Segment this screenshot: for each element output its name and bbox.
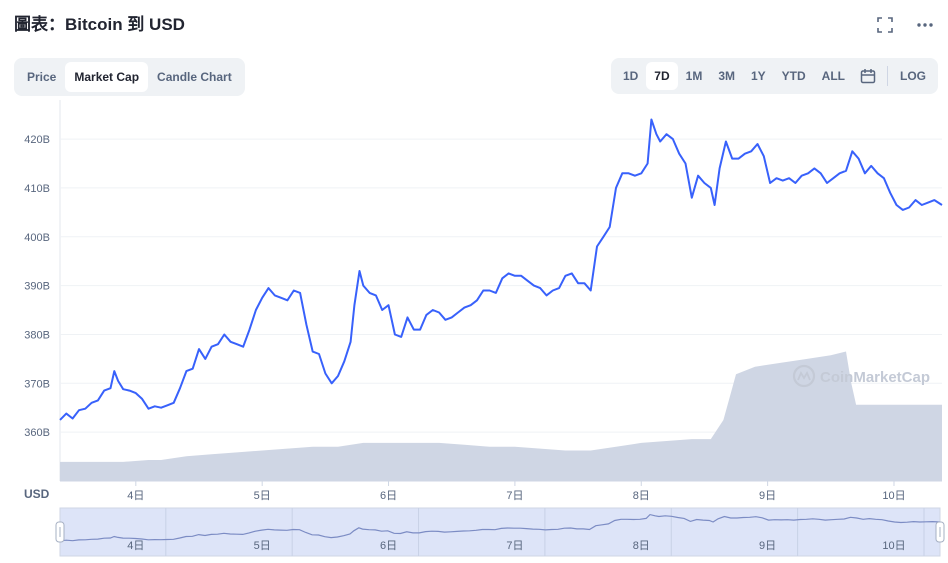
tab-market-cap[interactable]: Market Cap <box>65 62 149 92</box>
y-axis: 360B 370B 380B 390B 400B 410B 420B <box>24 134 50 439</box>
y-tick-label: 400B <box>24 232 50 244</box>
x-tick-label: 7日 <box>506 490 523 502</box>
volume-fill <box>60 351 942 481</box>
range-7d[interactable]: 7D <box>646 62 678 90</box>
y-tick-label: 410B <box>24 183 50 195</box>
range-3m[interactable]: 3M <box>718 69 735 83</box>
range-ytd[interactable]: YTD <box>781 69 806 83</box>
calendar-icon[interactable] <box>853 62 883 90</box>
range-all[interactable]: ALL <box>821 69 845 83</box>
y-tick-label: 360B <box>24 427 50 439</box>
navigator-tick-label: 9日 <box>759 540 776 552</box>
x-tick-label: 9日 <box>759 490 776 502</box>
navigator-tick-label: 7日 <box>506 540 523 552</box>
watermark-logo-mark <box>797 371 811 381</box>
expand-icon[interactable] <box>876 16 894 34</box>
x-tick-label: 5日 <box>254 490 271 502</box>
chart-title: 圖表：Bitcoin 到 USD <box>14 15 185 34</box>
tab-candle-chart[interactable]: Candle Chart <box>157 70 232 84</box>
x-axis: 4日 5日 6日 7日 8日 9日 10日 <box>60 480 942 502</box>
y-tick-label: 370B <box>24 378 50 390</box>
price-line <box>59 118 943 421</box>
x-tick-label: 10日 <box>882 490 905 502</box>
x-tick-label: 4日 <box>127 490 144 502</box>
watermark-text: CoinMarketCap <box>820 369 930 386</box>
y-tick-label: 390B <box>24 281 50 293</box>
x-tick-label: 8日 <box>633 490 650 502</box>
navigator-window <box>59 507 941 557</box>
market-cap-line <box>59 118 943 421</box>
range-divider <box>887 66 888 86</box>
chart-type-tabs: Price Market Cap Candle Chart <box>14 58 245 96</box>
header-actions <box>876 16 934 34</box>
log-toggle[interactable]: LOG <box>900 69 926 83</box>
range-selector: 1D 7D 1M 3M 1Y YTD ALL LOG <box>610 58 938 94</box>
range-1m[interactable]: 1M <box>685 69 703 83</box>
watermark: CoinMarketCap <box>792 364 930 388</box>
more-icon-glyph <box>917 23 933 27</box>
volume-area <box>60 351 942 481</box>
y-tick-label: 420B <box>24 134 50 146</box>
range-1y[interactable]: 1Y <box>750 69 766 83</box>
x-tick-label: 6日 <box>380 490 397 502</box>
calendar-icon-glyph <box>860 69 876 84</box>
navigator-tick-label: 8日 <box>633 540 650 552</box>
watermark-logo <box>792 364 816 388</box>
navigator-tick-label: 10日 <box>882 540 905 552</box>
range-1d[interactable]: 1D <box>622 69 639 83</box>
navigator-tick-label: 5日 <box>254 540 271 552</box>
tab-price[interactable]: Price <box>27 70 57 84</box>
navigator-line <box>59 513 941 542</box>
range-navigator: 4日 5日 6日 7日 8日 9日 10日 <box>55 507 945 557</box>
expand-icon-glyph <box>877 17 893 33</box>
y-tick-label: 380B <box>24 329 50 341</box>
navigator-tick-label: 4日 <box>127 540 144 552</box>
navigator-tick-label: 6日 <box>380 540 397 552</box>
y-axis-label: USD <box>24 487 50 501</box>
more-icon[interactable] <box>916 16 934 34</box>
